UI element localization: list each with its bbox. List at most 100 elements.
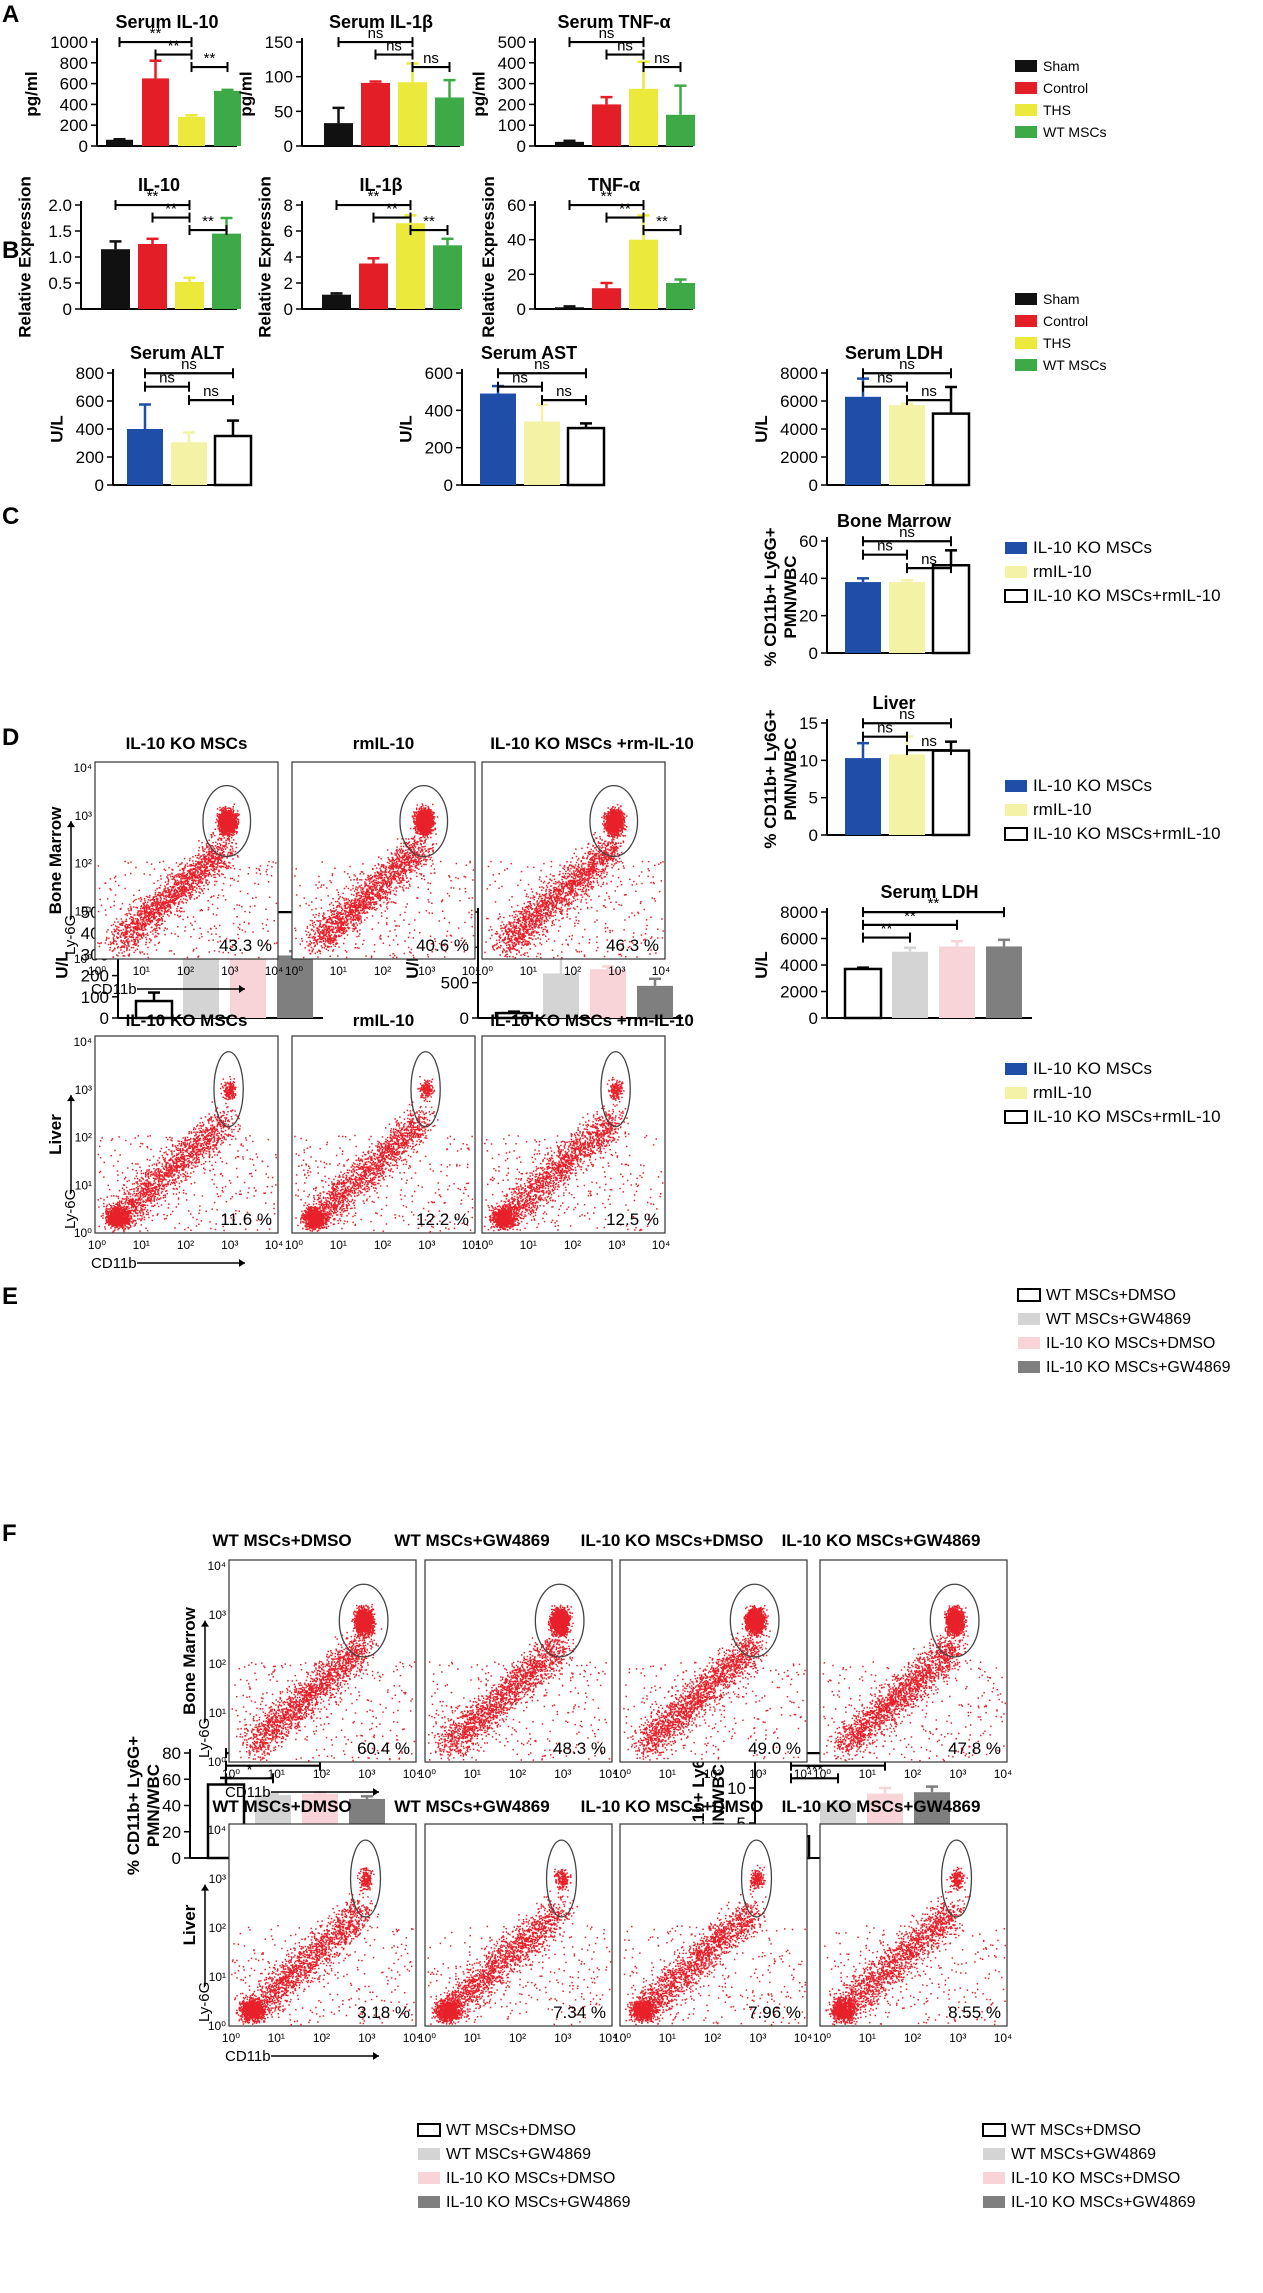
legend-label: rmIL-10: [1033, 562, 1092, 581]
y-tick-label: 8000: [780, 903, 818, 922]
sig-label: ns: [181, 356, 197, 373]
y-tick-label: 800: [76, 364, 104, 383]
y-axis-label-line: % CD11b+ Ly6G+: [124, 1736, 143, 1875]
ly6g-arrowhead: [67, 1095, 75, 1102]
y-axis-label: % CD11b+ Ly6G+PMN/WBC: [761, 709, 800, 848]
sig-label: ns: [368, 25, 384, 42]
flow-axis-labels: Liver Ly-6G CD11b: [46, 1095, 245, 1272]
y-tick-label: 300: [498, 75, 526, 94]
legend-swatch: [983, 2148, 1005, 2160]
x-tick-label: 10³: [608, 964, 625, 978]
flow-plot-frame: [619, 1823, 808, 2027]
chart-B3: TNF-α 0 20 40 60 Relative Expression ** ** **: [479, 175, 695, 338]
flow-plot-frame: [481, 761, 666, 960]
legend-swatch: [418, 2172, 440, 2184]
cd11b-arrowhead: [239, 985, 245, 993]
bar-il-10-ko-mscs-dmso: [939, 946, 975, 1018]
legend-b: Sham Control THS WT MSCs: [1015, 291, 1107, 373]
y-tick-label: 0: [284, 137, 293, 156]
ly6g-arrowhead: [201, 1620, 209, 1627]
legend-f-bone-marrow: WT MSCs+DMSO WT MSCs+GW4869 IL-10 KO MSCs+…: [417, 2122, 631, 2211]
legend-swatch: [1005, 1063, 1027, 1075]
legend-swatch: [1005, 804, 1027, 816]
y-tick-label: 10: [727, 1779, 746, 1798]
y-tick-label: 0: [79, 137, 88, 156]
y-axis-label: % CD11b+ Ly6G+PMN/WBC: [761, 527, 800, 666]
bar-ths: [629, 88, 658, 146]
x-tick-label: 10⁰: [613, 2031, 631, 2045]
x-tick-label: 10⁴: [652, 964, 671, 978]
flow-plot-liver-f0: 3.18 % 10⁰ 10¹ 10² 10³ 10⁴ 10⁰ 10¹ 10² 10³ 10⁴: [207, 1823, 421, 2045]
chart-title: Serum LDH: [880, 882, 978, 902]
gate-percentage: 43.3 %: [219, 936, 272, 955]
bar-wt-mscs: [214, 90, 241, 146]
cd11b-axis-title: CD11b: [225, 2048, 271, 2065]
bar-ths: [178, 116, 205, 146]
flow-events: [231, 1867, 415, 2026]
cd11b-arrowhead: [373, 1788, 379, 1796]
x-tick-label: 10⁰: [813, 1767, 831, 1781]
legend-d-bone-marrow: IL-10 KO MSCs rmIL-10 IL-10 KO MSCs+rmIL-1…: [1004, 776, 1221, 843]
legend-label: IL-10 KO MSCs+rmIL-10: [1033, 824, 1221, 843]
bar-sham: [555, 141, 584, 146]
legend-label: IL-10 KO MSCs+rmIL-10: [1033, 1107, 1221, 1126]
y-tick-label: 4: [284, 248, 293, 267]
y-tick-label: 10³: [209, 1608, 226, 1622]
gate-ellipse: [545, 1839, 578, 1918]
x-tick-label: 10⁰: [285, 1238, 303, 1252]
x-tick-label: 10²: [374, 1238, 391, 1252]
sig-label: ns: [877, 370, 893, 387]
flow-events: [97, 1075, 277, 1233]
flow-title-f-liver: WT MSCs+DMSO: [212, 1797, 351, 1816]
chart-E3: Serum LDH 0 2000 4000 6000 8000 U/L ** ** **: [752, 882, 1032, 1028]
x-tick-label: 10⁴: [599, 2031, 618, 2045]
legend-swatch: [1005, 1087, 1027, 1099]
x-tick-label: 10⁰: [475, 964, 493, 978]
y-tick-label: 0: [95, 476, 104, 495]
x-tick-label: 10²: [374, 964, 391, 978]
bar-wt-mscs-gw4869: [543, 973, 579, 1018]
gate-percentage: 46.3 %: [606, 936, 659, 955]
y-axis-label: U/L: [752, 415, 771, 442]
x-tick-label: 10⁴: [403, 2031, 422, 2045]
y-tick-label: 10³: [75, 809, 92, 823]
legend-f-liver: WT MSCs+DMSO WT MSCs+GW4869 IL-10 KO MSCs+…: [982, 2122, 1196, 2211]
x-tick-label: 10²: [704, 1767, 721, 1781]
flow-events: [824, 1866, 1006, 2026]
sig-label: ns: [599, 25, 615, 42]
y-tick-label: 400: [498, 54, 526, 73]
y-tick-label: 0: [809, 1009, 818, 1028]
gate-percentage: 60.4 %: [357, 1739, 410, 1758]
y-tick-label: 400: [425, 401, 453, 420]
x-tick-label: 10³: [358, 2031, 375, 2045]
bar-il-10-ko-mscs: [480, 393, 516, 485]
legend-swatch: [1015, 337, 1037, 349]
x-tick-label: 10³: [358, 1767, 375, 1781]
x-tick-label: 10³: [608, 1238, 625, 1252]
sig-label: ns: [899, 706, 915, 723]
y-tick-label: 6: [284, 222, 293, 241]
legend-swatch: [1015, 359, 1037, 371]
legend-swatch: [417, 2123, 441, 2137]
x-tick-label: 10⁰: [222, 1767, 240, 1781]
flow-events: [231, 1603, 416, 1762]
sig-label: ns: [921, 733, 937, 750]
flow-plot-liver-d1: 12.2 % 10⁰ 10¹ 10² 10³ 10⁴: [285, 1035, 480, 1252]
flow-events: [294, 1076, 474, 1233]
flow-title-d-liver: IL-10 KO MSCs +rm-IL-10: [490, 1011, 694, 1030]
bar-wt-mscs-gw4869: [183, 948, 219, 1018]
legend-label: IL-10 KO MSCs+DMSO: [1046, 1335, 1215, 1352]
x-tick-label: 10¹: [520, 1238, 537, 1252]
y-tick-label: 200: [81, 967, 109, 986]
x-tick-label: 10¹: [464, 2031, 481, 2045]
y-tick-label: 20: [799, 607, 818, 626]
y-tick-label: 6000: [780, 930, 818, 949]
y-tick-label: 600: [76, 392, 104, 411]
sig-label: ns: [423, 50, 439, 67]
